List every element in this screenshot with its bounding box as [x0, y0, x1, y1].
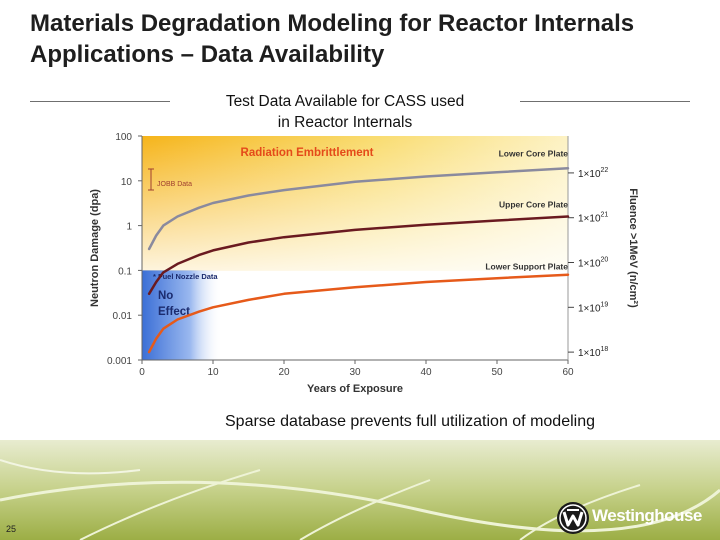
radiation-embrittlement-label: Radiation Embrittlement — [241, 147, 374, 159]
y-tick-label: 0.001 — [107, 356, 132, 367]
y-tick-label: 0.1 — [118, 266, 132, 277]
brand-name: Westinghouse — [592, 506, 702, 525]
y-tick-label: 100 — [115, 132, 132, 143]
x-tick-label: 10 — [207, 367, 219, 378]
y-tick-label: 1 — [126, 222, 132, 233]
x-tick-label: 0 — [139, 367, 145, 378]
y-tick-label: 10 — [121, 177, 133, 188]
subtitle-line-1: Test Data Available for CASS used — [225, 93, 465, 110]
y2-tick-label: 1×1018 — [578, 346, 608, 359]
y2-tick-label: 1×1022 — [578, 167, 608, 180]
y-axis-label: Neutron Damage (dpa) — [89, 189, 101, 307]
chart-svg: 100 10 1 0.1 0.01 0.001 0 10 20 30 40 50 60 1×1022 1×1… — [89, 132, 639, 395]
y2-tick-label: 1×1019 — [578, 301, 608, 314]
x-tick-label: 50 — [491, 367, 503, 378]
no-effect-label-line2: Effect — [158, 306, 190, 318]
no-effect-label-line1: No — [158, 290, 173, 302]
y2-tick-label: 1×1020 — [578, 257, 608, 270]
jobb-data-label: JOBB Data — [157, 181, 192, 188]
leaf-background — [0, 440, 720, 540]
series-line-1 — [147, 167, 570, 251]
x-tick-label: 30 — [349, 367, 361, 378]
series-line-3 — [147, 273, 570, 354]
series-label-1: Lower Core Plate — [499, 148, 569, 158]
y-tick-label: 0.01 — [113, 311, 133, 322]
chart: 100 10 1 0.1 0.01 0.001 0 10 20 30 40 50 60 1×1022 1×1… — [80, 128, 650, 400]
page-number: 25 — [6, 524, 17, 534]
series-label-2: Upper Core Plate — [499, 199, 568, 209]
x-tick-label: 20 — [278, 367, 290, 378]
chart-subtitle: Test Data Available for CASS used in Rea… — [170, 91, 520, 133]
y2-axis-label: Fluence >1MeV (n/cm²) — [627, 188, 639, 308]
slide-title: Materials Degradation Modeling for React… — [30, 10, 635, 68]
westinghouse-circle-w-icon — [557, 502, 589, 534]
fuel-nozzle-data-label: * Fuel Nozzle Data — [153, 272, 218, 281]
x-tick-label: 40 — [420, 367, 432, 378]
westinghouse-logo: Westinghouse — [556, 500, 716, 536]
series-label-3: Lower Support Plate — [485, 262, 568, 272]
x-axis-label: Years of Exposure — [307, 383, 403, 395]
subtitle-line-2: in Reactor Internals — [277, 114, 413, 131]
caption: Sparse database prevents full utilizatio… — [225, 413, 595, 430]
series-line-2 — [147, 215, 570, 296]
y2-tick-label: 1×1021 — [578, 212, 608, 225]
x-tick-label: 60 — [562, 367, 574, 378]
